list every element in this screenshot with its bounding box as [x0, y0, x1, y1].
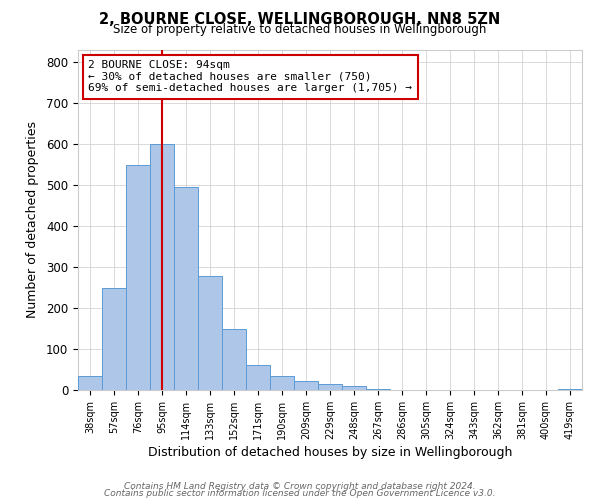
Text: 2 BOURNE CLOSE: 94sqm
← 30% of detached houses are smaller (750)
69% of semi-det: 2 BOURNE CLOSE: 94sqm ← 30% of detached …	[88, 60, 412, 94]
Text: Size of property relative to detached houses in Wellingborough: Size of property relative to detached ho…	[113, 22, 487, 36]
Y-axis label: Number of detached properties: Number of detached properties	[26, 122, 39, 318]
Bar	[558, 389, 582, 390]
Bar	[342, 386, 366, 390]
Bar	[366, 389, 390, 390]
Bar	[102, 288, 126, 390]
Text: Contains public sector information licensed under the Open Government Licence v3: Contains public sector information licen…	[104, 489, 496, 498]
Bar	[126, 164, 150, 390]
Bar	[78, 376, 102, 390]
Bar	[174, 187, 198, 390]
Bar	[222, 330, 246, 390]
Text: Contains HM Land Registry data © Crown copyright and database right 2024.: Contains HM Land Registry data © Crown c…	[124, 482, 476, 491]
Bar	[246, 366, 270, 390]
X-axis label: Distribution of detached houses by size in Wellingborough: Distribution of detached houses by size …	[148, 446, 512, 459]
Bar	[150, 144, 174, 390]
Bar	[270, 376, 294, 390]
Bar	[294, 381, 318, 390]
Bar	[198, 276, 222, 390]
Bar	[318, 384, 342, 390]
Text: 2, BOURNE CLOSE, WELLINGBOROUGH, NN8 5ZN: 2, BOURNE CLOSE, WELLINGBOROUGH, NN8 5ZN	[100, 12, 500, 28]
